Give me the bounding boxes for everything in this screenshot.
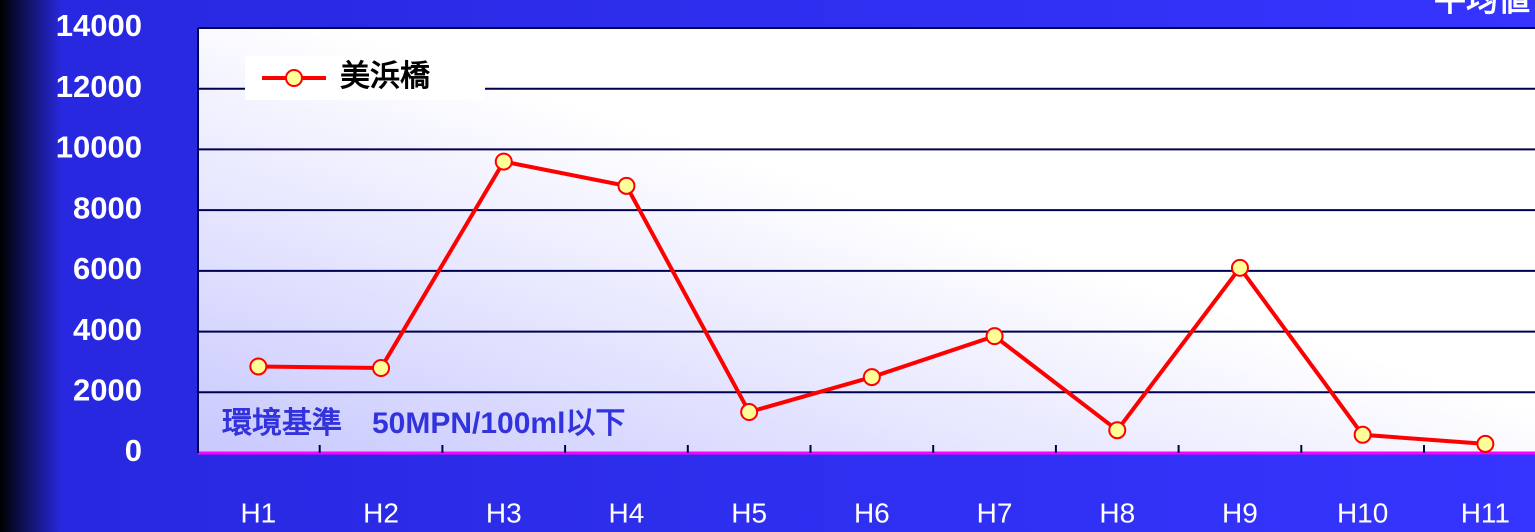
x-tick-label: H3 (486, 497, 522, 528)
marker (249, 357, 268, 376)
marker (985, 327, 1004, 346)
marker (617, 176, 636, 195)
x-tick-label: H4 (609, 497, 645, 528)
legend-label: 美浜橋 (340, 59, 431, 93)
x-tick-label: H6 (854, 497, 890, 528)
y-tick-label: 0 (125, 433, 142, 468)
x-tick-label: H1 (240, 497, 276, 528)
marker (494, 152, 513, 171)
x-tick-label: H8 (1099, 497, 1135, 528)
x-tick-label: H7 (977, 497, 1013, 528)
y-tick-label: 6000 (73, 251, 142, 286)
x-tick-label: H2 (363, 497, 399, 528)
x-tick-label: H10 (1337, 497, 1388, 528)
chart-title: 平均値 (1434, 0, 1530, 17)
marker (1230, 258, 1249, 277)
y-tick-label: 2000 (73, 372, 142, 407)
y-tick-label: 8000 (73, 190, 142, 225)
marker (1108, 421, 1127, 440)
marker (740, 403, 759, 422)
y-tick-label: 12000 (56, 69, 142, 104)
marker (372, 359, 391, 377)
x-tick-label: H11 (1461, 497, 1510, 528)
annotation: 環境基準 50MPN/100ml以下 (222, 406, 625, 440)
marker (862, 368, 881, 387)
y-tick-label: 10000 (56, 130, 142, 165)
marker (1476, 434, 1495, 453)
marker (1353, 425, 1372, 444)
y-tick-label: 14000 (56, 8, 142, 43)
x-tick-label: H9 (1222, 497, 1258, 528)
x-tick-label: H5 (731, 497, 767, 528)
y-tick-label: 4000 (73, 312, 142, 347)
legend-marker (285, 69, 303, 87)
